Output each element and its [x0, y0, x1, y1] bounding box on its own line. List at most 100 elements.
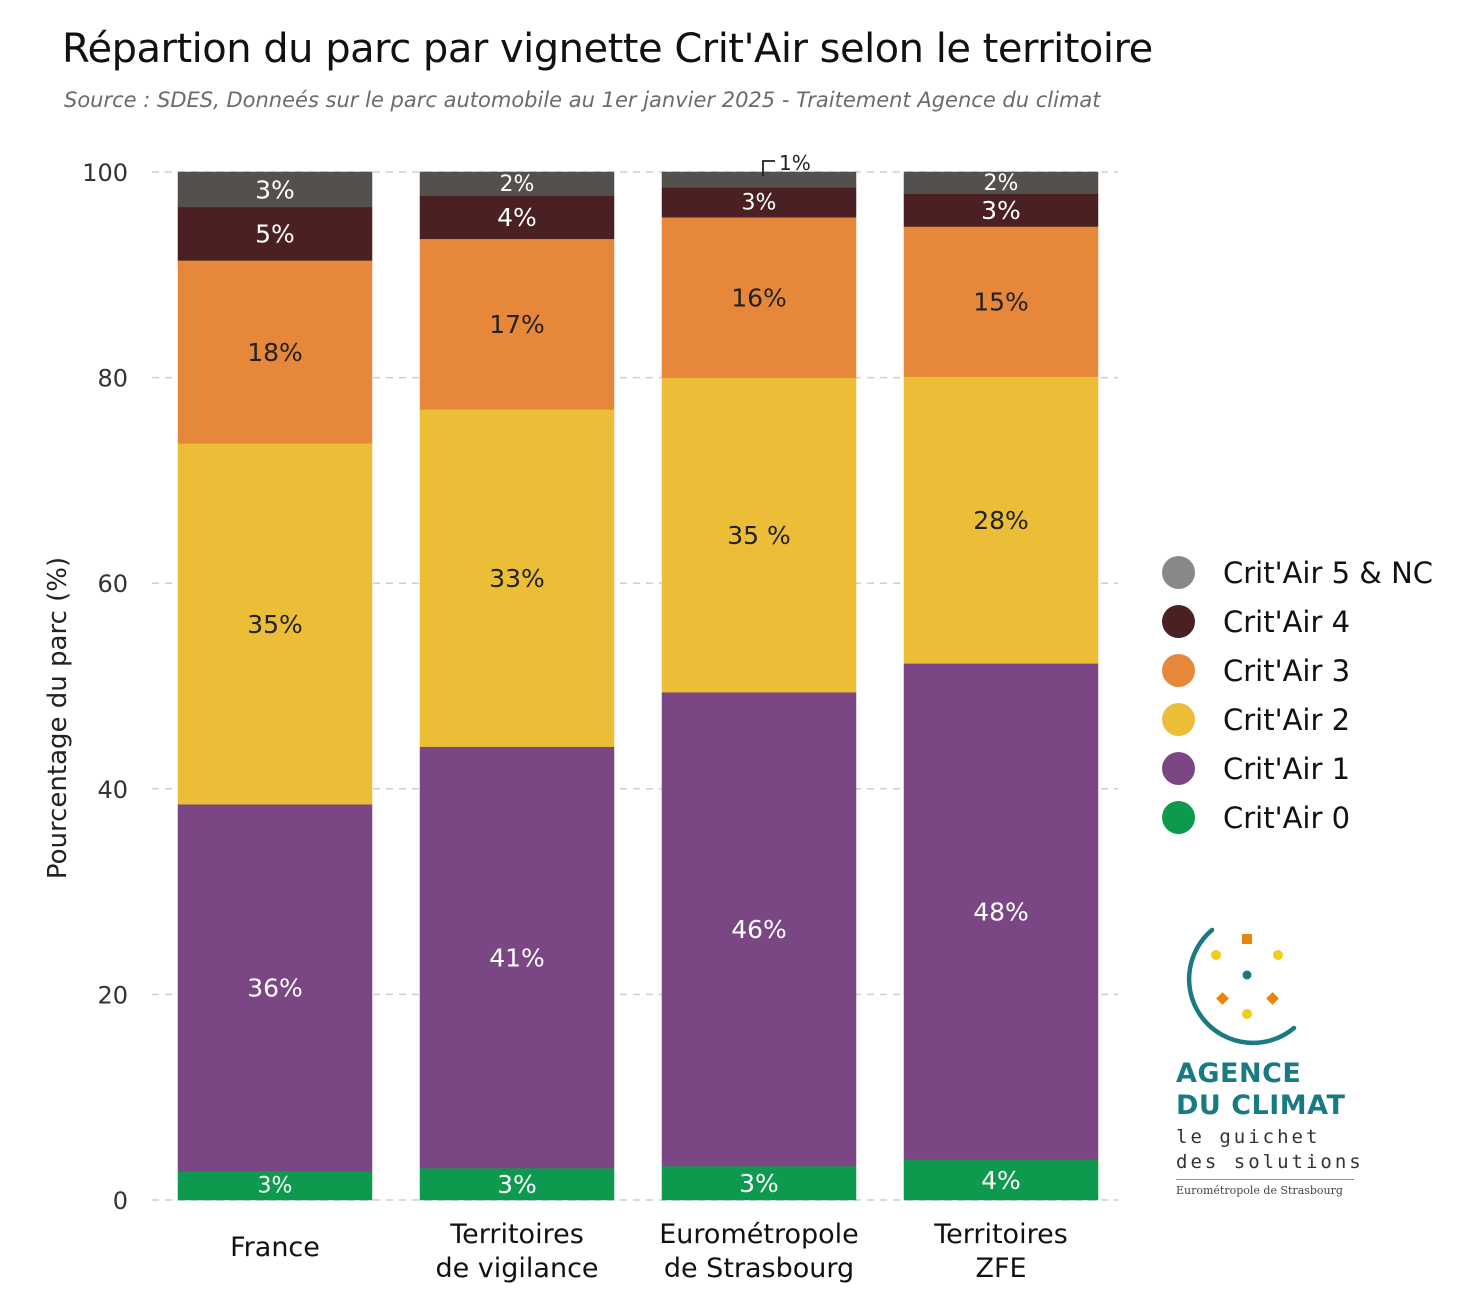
bar-segment [419, 171, 615, 196]
x-category-label-line: France [230, 1232, 320, 1263]
bar-segment [661, 377, 857, 693]
data-label: 18% [247, 338, 303, 367]
data-label: 1% [779, 151, 811, 175]
data-label: 46% [731, 915, 787, 944]
data-label: 5% [255, 220, 295, 249]
legend-swatch [1162, 703, 1195, 736]
bar-stack: 3% 36% 35% 18% 5% 3% [177, 171, 373, 1201]
legend-label: Crit'Air 4 [1223, 604, 1351, 639]
data-label: 36% [247, 974, 303, 1003]
bar-segment [419, 195, 615, 240]
bar-segment [661, 171, 857, 188]
data-label: 3% [497, 1170, 537, 1199]
legend-label: Crit'Air 5 & NC [1223, 555, 1434, 590]
x-category-label-line: Territoires [933, 1219, 1068, 1250]
legend-item: Crit'Air 5 & NC [1162, 548, 1433, 597]
y-axis-ticks: 0 20 40 60 80 100 [82, 159, 128, 1215]
bar-segment [903, 226, 1099, 377]
bar-segment [419, 238, 615, 410]
bar-segment [419, 409, 615, 747]
x-category-label-line: Eurométropole [659, 1219, 859, 1250]
data-label: 2% [500, 172, 535, 197]
legend-swatch [1162, 801, 1195, 834]
data-label: 35 % [727, 521, 791, 550]
y-axis-label: Pourcentage du parc (%) [43, 557, 73, 879]
data-label: 3% [981, 196, 1021, 225]
logo-emblem-icon [1186, 927, 1297, 1046]
y-tick-label: 60 [97, 570, 128, 598]
legend-item: Crit'Air 1 [1162, 744, 1433, 793]
legend-swatch [1162, 605, 1195, 638]
legend-item: Crit'Air 0 [1162, 793, 1433, 842]
x-axis-categories: France Territoires de vigilanceEurométropo… [230, 1219, 1068, 1284]
legend-label: Crit'Air 0 [1223, 800, 1351, 835]
legend-swatch [1162, 752, 1195, 785]
x-category-label: Eurométropole de Strasbourg [659, 1219, 859, 1284]
bar-segment [661, 1165, 857, 1201]
bars: 3%36%35%18%5%3%3%41%33%17%4%2%3%46%35 %1… [177, 151, 1099, 1201]
y-tick-label: 80 [97, 365, 128, 393]
x-category-label: Territoires ZFE [933, 1219, 1068, 1284]
x-category-label-line: ZFE [975, 1253, 1026, 1284]
data-label: 4% [497, 203, 537, 232]
data-label: 3% [742, 190, 777, 215]
legend-label: Crit'Air 3 [1223, 653, 1351, 688]
data-label: 41% [489, 943, 545, 972]
legend-label: Crit'Air 1 [1223, 751, 1351, 786]
legend-item: Crit'Air 4 [1162, 597, 1433, 646]
logo-name-line2: DU CLIMAT [1176, 1090, 1346, 1121]
x-category-label: Territoires de vigilance [435, 1219, 598, 1284]
logo-tagline-1: le guichet [1176, 1126, 1321, 1148]
data-label: 3% [258, 1174, 293, 1199]
legend-swatch [1162, 654, 1195, 687]
chart-title: Répartion du parc par vignette Crit'Air … [62, 26, 1153, 72]
y-tick-label: 0 [113, 1187, 128, 1215]
data-label: 3% [739, 1169, 779, 1198]
data-label: 35% [247, 610, 303, 639]
data-label: 4% [981, 1166, 1021, 1195]
y-tick-label: 40 [97, 776, 128, 804]
data-label: 28% [973, 506, 1029, 535]
logo-divider [1176, 1179, 1354, 1180]
legend-item: Crit'Air 2 [1162, 695, 1433, 744]
bar-segment [903, 663, 1099, 1161]
bar-segment [903, 1159, 1099, 1201]
x-category-label-line: de Strasbourg [664, 1253, 854, 1284]
data-label: 15% [973, 288, 1029, 317]
data-label: 2% [984, 171, 1019, 196]
y-tick-label: 20 [97, 981, 128, 1009]
bar-segment [177, 206, 373, 261]
bar-segment [661, 216, 857, 378]
bar-segment [661, 691, 857, 1167]
chart-subtitle: Source : SDES, Donneés sur le parc autom… [64, 88, 1101, 112]
data-label: 17% [489, 310, 545, 339]
bar-segment [177, 171, 373, 208]
data-label: 48% [973, 898, 1029, 927]
bar-stack: 3%46%35 %16%3%1% [661, 151, 857, 1201]
callout-line [762, 160, 775, 176]
logo-subtitle: Eurométropole de Strasbourg [1176, 1184, 1343, 1197]
bar-stack: 4% 48% 28% 15% 3%2% [903, 171, 1099, 1201]
y-tick-label: 100 [82, 159, 128, 187]
legend-swatch [1162, 556, 1195, 589]
x-category-label: France [230, 1232, 320, 1263]
legend-label: Crit'Air 2 [1223, 702, 1351, 737]
data-label: 3% [255, 175, 295, 204]
data-label: 16% [731, 283, 787, 312]
legend-item: Crit'Air 3 [1162, 646, 1433, 695]
bar-segment [177, 260, 373, 444]
legend: Crit'Air 5 & NC Crit'Air 4 Crit'Air 3 Cr… [1162, 548, 1433, 842]
agence-du-climat-logo: AGENCE DU CLIMAT le guichet des solution… [1172, 922, 1372, 1212]
logo-tagline-2: des solutions [1176, 1151, 1364, 1173]
bar-segment [177, 443, 373, 805]
data-label: 33% [489, 564, 545, 593]
bar-segment [661, 187, 857, 218]
bar-segment [903, 193, 1099, 227]
bar-segment [903, 376, 1099, 664]
bar-segment [903, 171, 1099, 194]
x-category-label-line: de vigilance [435, 1253, 598, 1284]
x-category-label-line: Territoires [449, 1219, 584, 1250]
bar-stack: 3% 41% 33% 17% 4% 2% [419, 171, 615, 1201]
bar-segment [419, 746, 615, 1169]
